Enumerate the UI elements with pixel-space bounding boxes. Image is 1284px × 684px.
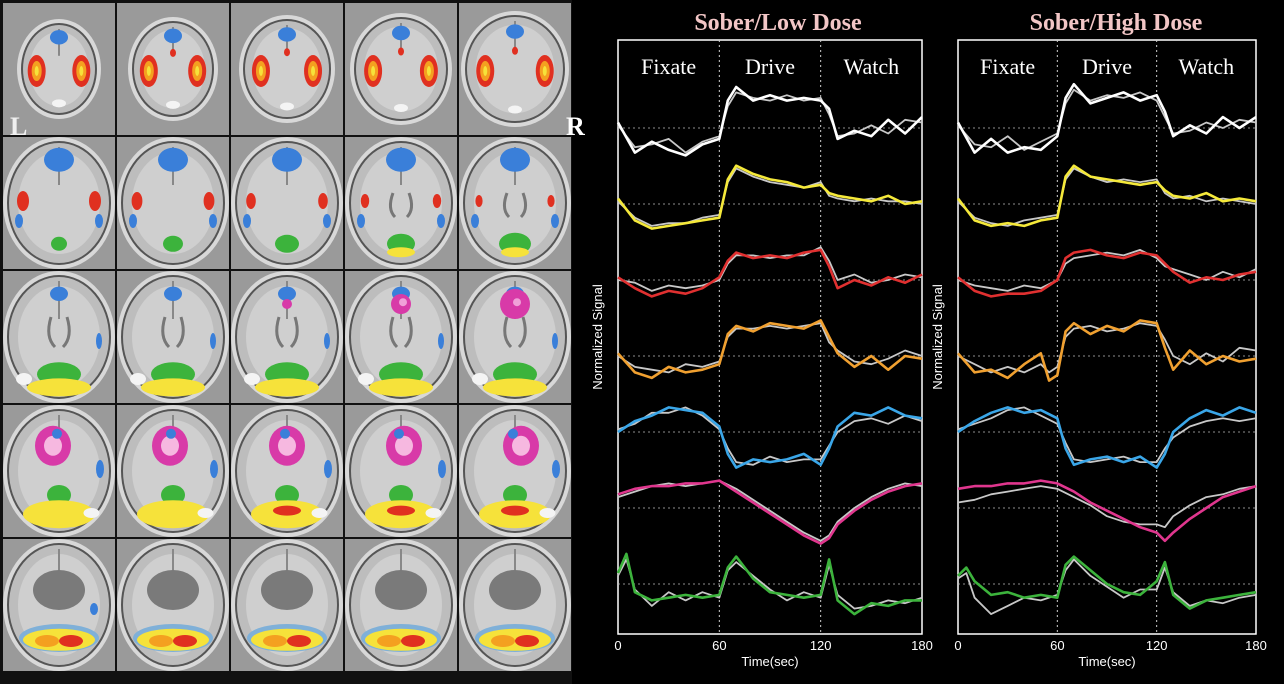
brain-slice [117, 271, 229, 403]
y-axis-label: Normalized Signal [590, 284, 605, 390]
brain-slice [231, 271, 343, 403]
x-tick-label: 60 [712, 638, 726, 653]
x-axis-label: Time(sec) [1078, 654, 1135, 669]
phase-label: Drive [1082, 54, 1132, 79]
series-line [617, 248, 923, 298]
chart-title: Sober/Low Dose [694, 10, 862, 36]
brain-slice [345, 539, 457, 671]
brain-slice [459, 405, 571, 537]
brain-slice [345, 405, 457, 537]
series-line [957, 406, 1257, 463]
chart-panel-1: Sober/Low Dose Fixate Drive Watch 0 60 120 180 T… [590, 10, 933, 669]
series-line [957, 485, 1257, 529]
x-tick-label: 0 [614, 638, 621, 653]
x-axis-label: Time(sec) [741, 654, 798, 669]
x-tick-label: 0 [954, 638, 961, 653]
series-line [616, 552, 922, 616]
x-tick-label: 180 [911, 638, 933, 653]
phase-label: Watch [1179, 54, 1235, 79]
brain-slice [459, 539, 571, 671]
timecourse-charts: Sober/Low Dose Fixate Drive Watch 0 60 120 180 T… [590, 10, 1267, 669]
brain-slice [459, 137, 571, 269]
brain-slice [345, 137, 457, 269]
phase-label: Fixate [980, 54, 1035, 79]
brain-slice-panel: L R [0, 0, 585, 684]
series-line [617, 322, 923, 374]
phase-label: Fixate [641, 54, 696, 79]
series-line [617, 319, 923, 380]
series-line [616, 85, 923, 157]
brain-slice [3, 137, 115, 269]
series-line [617, 167, 923, 227]
series-line [957, 88, 1257, 151]
brain-slice [459, 271, 571, 403]
brain-slice-grid [0, 0, 572, 684]
brain-slice [459, 3, 571, 135]
series-line [617, 406, 923, 466]
brain-slice [3, 271, 115, 403]
series-line [957, 406, 1257, 469]
series-line [956, 164, 1257, 228]
series-line [616, 164, 923, 230]
brain-slice [3, 405, 115, 537]
series-line [617, 479, 923, 542]
series-line [957, 167, 1257, 227]
brain-slice [3, 539, 115, 671]
brain-slice [231, 539, 343, 671]
series-line [957, 558, 1257, 615]
brain-slice [231, 137, 343, 269]
series-line [957, 248, 1257, 298]
brain-slice [117, 137, 229, 269]
brain-slice [231, 405, 343, 537]
phase-label: Drive [745, 54, 795, 79]
series-line [617, 479, 923, 545]
phase-label: Watch [844, 54, 900, 79]
series-line [617, 406, 923, 469]
left-hemisphere-label: L [10, 112, 28, 141]
plot-frame [617, 39, 923, 635]
series-line [957, 479, 1257, 543]
series-line [957, 555, 1257, 610]
plot-frame [957, 39, 1257, 635]
x-tick-label: 180 [1245, 638, 1267, 653]
series-line [957, 319, 1257, 382]
brain-slice [345, 3, 457, 135]
brain-slice [117, 539, 229, 671]
brain-slice [117, 3, 229, 135]
series-line [957, 322, 1257, 374]
chart-panel-2: Sober/High Dose Fixate Drive Watch 0 60 120 180… [930, 10, 1267, 669]
right-hemisphere-label: R [566, 112, 585, 141]
series-line [617, 246, 923, 292]
x-tick-label: 60 [1050, 638, 1064, 653]
x-tick-label: 120 [810, 638, 832, 653]
y-axis-label: Normalized Signal [930, 284, 945, 390]
chart-title: Sober/High Dose [1030, 10, 1203, 36]
brain-slice [345, 271, 457, 403]
brain-slice [3, 3, 115, 135]
series-line [956, 82, 1257, 154]
brain-slice [231, 3, 343, 135]
brain-slice [117, 405, 229, 537]
series-line [617, 91, 923, 154]
x-tick-label: 120 [1146, 638, 1168, 653]
